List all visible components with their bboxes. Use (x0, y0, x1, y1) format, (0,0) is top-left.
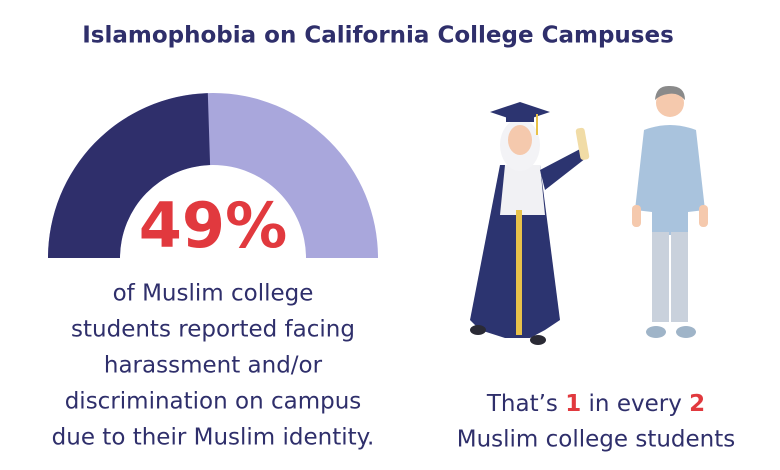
ratio-number: 1 (565, 391, 581, 417)
ratio-line: That’s 1 in every 2 (486, 391, 705, 417)
title: Islamophobia on California College Campu… (82, 23, 674, 49)
description-line: discrimination on campus (65, 389, 362, 415)
description-line: due to their Muslim identity. (52, 425, 375, 451)
description-line: harassment and/or (104, 353, 323, 379)
ratio-prefix: That’s (486, 391, 558, 417)
value-label: 49% (139, 189, 287, 262)
description-line: students reported facing (71, 317, 355, 343)
graduate-illustration (470, 102, 590, 345)
student-illustration (632, 85, 708, 338)
ratio-line: Muslim college students (457, 427, 736, 453)
ratio-middle: in every (589, 391, 682, 417)
gauge-value (48, 93, 211, 258)
gauge (48, 93, 378, 258)
ratio-number: 2 (689, 391, 705, 417)
description-line: of Muslim college (113, 281, 314, 307)
